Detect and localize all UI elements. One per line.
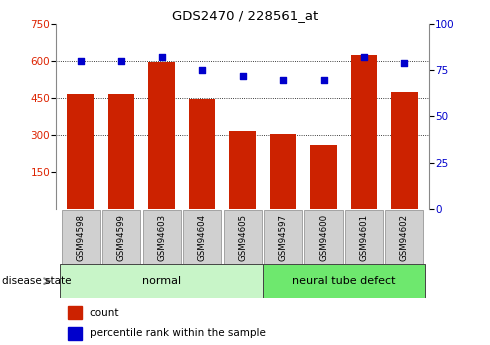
Text: normal: normal <box>142 276 181 286</box>
FancyBboxPatch shape <box>102 210 140 264</box>
Text: neural tube defect: neural tube defect <box>292 276 395 286</box>
Text: percentile rank within the sample: percentile rank within the sample <box>90 328 266 338</box>
Bar <box>229 131 256 209</box>
FancyBboxPatch shape <box>263 264 425 298</box>
Text: GSM94597: GSM94597 <box>278 214 288 261</box>
Point <box>239 73 246 79</box>
Text: disease state: disease state <box>2 276 72 286</box>
Point <box>279 77 287 82</box>
FancyBboxPatch shape <box>386 210 423 264</box>
Text: GSM94599: GSM94599 <box>117 214 125 260</box>
FancyBboxPatch shape <box>264 210 302 264</box>
Bar <box>351 55 377 209</box>
Bar <box>270 134 296 209</box>
FancyBboxPatch shape <box>304 210 343 264</box>
FancyBboxPatch shape <box>62 210 99 264</box>
Text: GSM94602: GSM94602 <box>400 214 409 261</box>
FancyBboxPatch shape <box>183 210 221 264</box>
Point <box>360 55 368 60</box>
Bar <box>310 145 337 209</box>
Text: GSM94603: GSM94603 <box>157 214 166 261</box>
Bar <box>68 306 82 319</box>
Point <box>319 77 327 82</box>
Text: GSM94601: GSM94601 <box>360 214 368 261</box>
Bar <box>108 94 134 209</box>
Point <box>400 60 408 66</box>
Point <box>158 55 166 60</box>
Text: GSM94600: GSM94600 <box>319 214 328 261</box>
Text: GSM94598: GSM94598 <box>76 214 85 261</box>
Bar <box>392 92 417 209</box>
FancyBboxPatch shape <box>223 210 262 264</box>
FancyBboxPatch shape <box>60 264 263 298</box>
Point <box>198 68 206 73</box>
Bar <box>68 327 82 339</box>
Text: GSM94605: GSM94605 <box>238 214 247 261</box>
Text: GDS2470 / 228561_at: GDS2470 / 228561_at <box>172 9 318 22</box>
Bar <box>189 99 215 209</box>
FancyBboxPatch shape <box>143 210 181 264</box>
Bar <box>148 62 175 209</box>
FancyBboxPatch shape <box>345 210 383 264</box>
Point <box>77 58 85 64</box>
Text: count: count <box>90 308 120 318</box>
Text: GSM94604: GSM94604 <box>197 214 207 261</box>
Bar <box>68 94 94 209</box>
Point <box>117 58 125 64</box>
